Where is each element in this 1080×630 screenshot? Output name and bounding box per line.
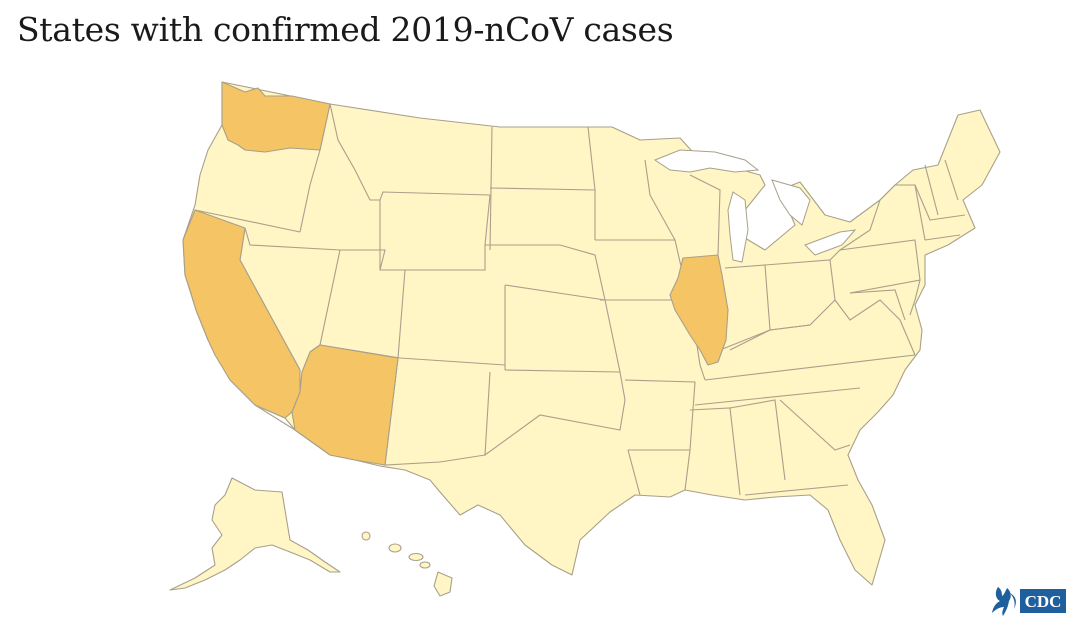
map-title: States with confirmed 2019-nCoV cases (17, 10, 674, 49)
border-ks-ok (504, 369, 621, 373)
lake-michigan (727, 191, 749, 263)
border-in (724, 264, 771, 351)
border-mt-id (329, 103, 380, 201)
border-la (627, 449, 691, 496)
border-nd-sd (489, 187, 596, 191)
border-ga-sc (779, 399, 851, 451)
border-wi-mi (689, 174, 721, 256)
border-pa (829, 239, 921, 294)
state-washington[interactable] (221, 81, 331, 153)
lake-huron (771, 179, 811, 226)
border-ut-co (397, 269, 406, 359)
logo-text: CDC (1025, 592, 1062, 611)
state-alaska[interactable] (169, 477, 341, 591)
border-ga-fl (744, 484, 849, 496)
border-ne-ks (504, 284, 606, 301)
border-ky-north (719, 324, 811, 351)
border-or-ca (194, 209, 301, 233)
state-illinois[interactable] (669, 254, 729, 366)
border-tn-ky (704, 354, 916, 381)
border-sd-ne (485, 244, 606, 301)
state-arizona[interactable] (291, 344, 399, 466)
border-mt-south (379, 191, 491, 201)
border-tn-south (694, 387, 861, 406)
border-new-england (914, 159, 966, 241)
border-mn-wi (644, 159, 676, 241)
border-ia (595, 239, 691, 301)
border-ms-al (689, 399, 786, 496)
state-hawaii[interactable] (361, 531, 453, 597)
border-wy-south (379, 194, 491, 271)
border-az-ca-south (254, 404, 296, 431)
border-ny (839, 184, 926, 251)
cdc-logo: CDC (992, 587, 1066, 616)
border-mo-west (604, 299, 626, 401)
lake-superior (653, 149, 760, 173)
border-ok-tx (484, 371, 626, 457)
lake-erie (804, 229, 857, 256)
hhs-eagle-icon (992, 587, 1016, 616)
state-california[interactable] (182, 209, 301, 419)
border-ar (624, 379, 696, 451)
border-wv-va (834, 299, 916, 356)
border-nj-de-md (849, 279, 921, 321)
